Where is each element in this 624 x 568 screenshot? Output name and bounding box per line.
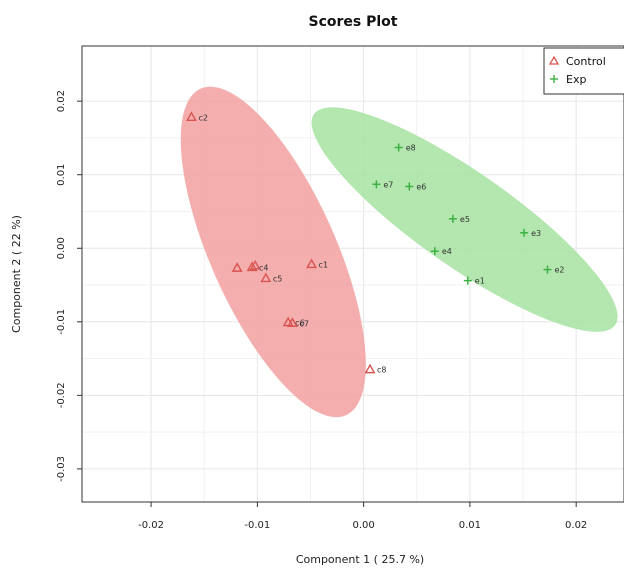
point-label: c7 [299, 319, 309, 328]
y-axis-label: Component 2 ( 22 %) [10, 215, 23, 333]
point-exp [543, 265, 552, 274]
legend-label-exp: Exp [566, 73, 586, 86]
chart-title: Scores Plot [309, 14, 398, 30]
point-control [364, 363, 376, 374]
y-tick-label: 0.01 [56, 164, 67, 186]
point-control [287, 317, 298, 327]
point-control [186, 111, 197, 122]
point-exp [405, 182, 414, 191]
point-label: c4 [259, 263, 269, 272]
point-control [306, 258, 317, 269]
tick-layer: -0.02 -0.01 0.00 0.01 0.02 -0.03 -0.02 -0.01 0.0… [56, 90, 587, 531]
point-exp [448, 214, 457, 223]
point-label: e2 [554, 266, 564, 275]
point-label: c2 [198, 113, 208, 122]
point-label: e5 [460, 215, 470, 224]
point-exp [394, 143, 403, 152]
x-tick-label: 0.02 [565, 520, 587, 531]
point-control [231, 262, 243, 272]
point-label: e8 [406, 143, 416, 152]
point-label: c5 [273, 274, 283, 283]
plot-frame [81, 45, 624, 503]
x-tick-label: 0.01 [459, 520, 481, 531]
confidence-ellipse-exp [311, 107, 618, 332]
legend-label-control: Control [566, 55, 606, 68]
y-tick-label: 0.00 [56, 237, 67, 259]
y-tick-label: -0.03 [56, 456, 67, 482]
y-tick-label: 0.02 [56, 90, 67, 112]
legend-marker-exp [550, 75, 558, 83]
confidence-ellipse-control [180, 86, 366, 418]
point-control [246, 261, 258, 272]
x-axis-label: Component 1 ( 25.7 %) [296, 553, 424, 566]
point-control [249, 259, 261, 270]
point-exp [520, 228, 529, 237]
point-label: e1 [475, 277, 485, 286]
legend: Control Exp [543, 47, 624, 95]
point-label: e6 [416, 182, 426, 191]
point-exp [463, 276, 472, 285]
x-tick-label: 0.00 [352, 520, 374, 531]
legend-marker-control [548, 55, 560, 65]
point-control [260, 272, 272, 283]
point-label: c8 [377, 366, 387, 375]
point-label: e4 [442, 247, 452, 256]
y-tick-label: -0.02 [56, 382, 67, 408]
point-exp [372, 180, 381, 189]
ellipse-layer [180, 86, 618, 418]
point-label: e7 [383, 180, 393, 189]
y-tick-label: -0.01 [56, 309, 67, 335]
point-label: c6 [295, 319, 305, 328]
point-label: e3 [531, 229, 541, 238]
x-tick-label: -0.01 [244, 520, 270, 531]
point-exp [430, 247, 439, 256]
legend-box [543, 47, 624, 95]
x-tick-label: -0.02 [138, 520, 164, 531]
point-label: c1 [319, 260, 329, 269]
